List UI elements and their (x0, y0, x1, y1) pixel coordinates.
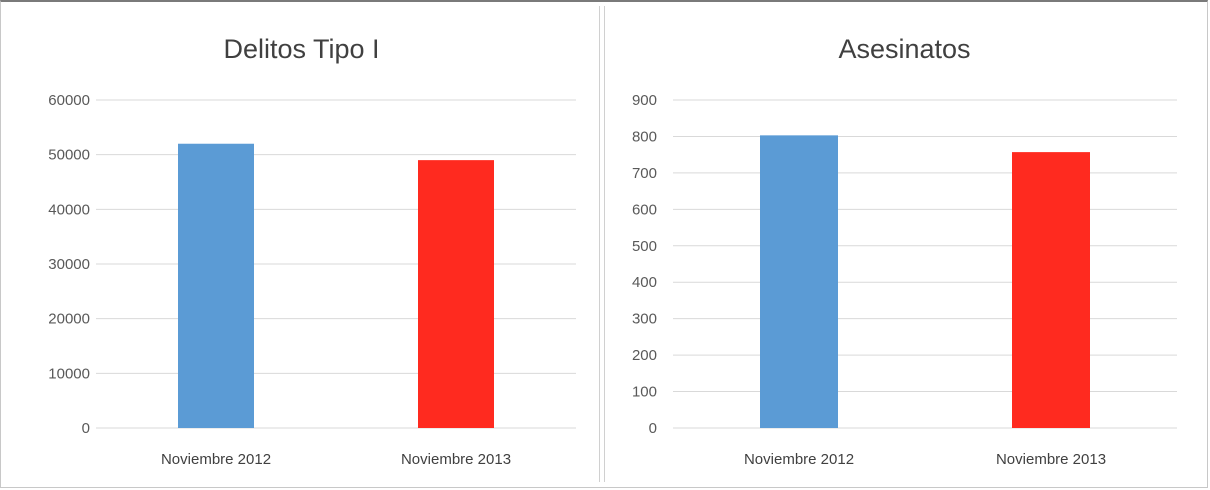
y-tick-label: 40000 (48, 201, 90, 218)
y-tick-label: 30000 (48, 256, 90, 273)
bar-noviembre-2012 (178, 143, 254, 428)
y-tick-label: 600 (632, 201, 657, 218)
x-category-label: Noviembre 2013 (401, 451, 511, 468)
chart-title: Asesinatos (838, 34, 971, 64)
y-tick-label: 900 (632, 92, 657, 109)
bar-chart-asesinatos: 0 100 200 300 400 500 600 700 800 900 Noviembre 20… (632, 92, 1177, 468)
bar-noviembre-2013 (1012, 152, 1090, 429)
y-tick-label: 400 (632, 274, 657, 291)
chart-title: Delitos Tipo I (223, 34, 380, 64)
y-tick-label: 500 (632, 238, 657, 255)
chart-panel-asesinatos: Asesinatos 0 100 200 300 400 500 600 700 800 900 N… (604, 6, 1204, 482)
x-category-label: Noviembre 2012 (744, 451, 854, 468)
x-category-label: Noviembre 2012 (161, 451, 271, 468)
y-tick-label: 0 (82, 420, 90, 437)
y-tick-label: 20000 (48, 311, 90, 328)
bar-chart-delitos: 0 10000 20000 30000 40000 50000 60000 Noviembre… (48, 92, 576, 468)
y-tick-label: 200 (632, 347, 657, 364)
y-tick-label: 800 (632, 128, 657, 145)
chart-panel-delitos: Delitos Tipo I 0 10000 20000 30000 40000 5000… (4, 6, 600, 482)
x-category-label: Noviembre 2013 (996, 451, 1106, 468)
y-tick-label: 0 (649, 420, 657, 437)
y-tick-label: 60000 (48, 92, 90, 109)
y-tick-label: 100 (632, 384, 657, 401)
y-tick-label: 10000 (48, 365, 90, 382)
y-tick-label: 50000 (48, 147, 90, 164)
bar-noviembre-2012 (760, 135, 838, 428)
bar-noviembre-2013 (418, 160, 494, 428)
y-tick-label: 700 (632, 165, 657, 182)
y-tick-label: 300 (632, 311, 657, 328)
